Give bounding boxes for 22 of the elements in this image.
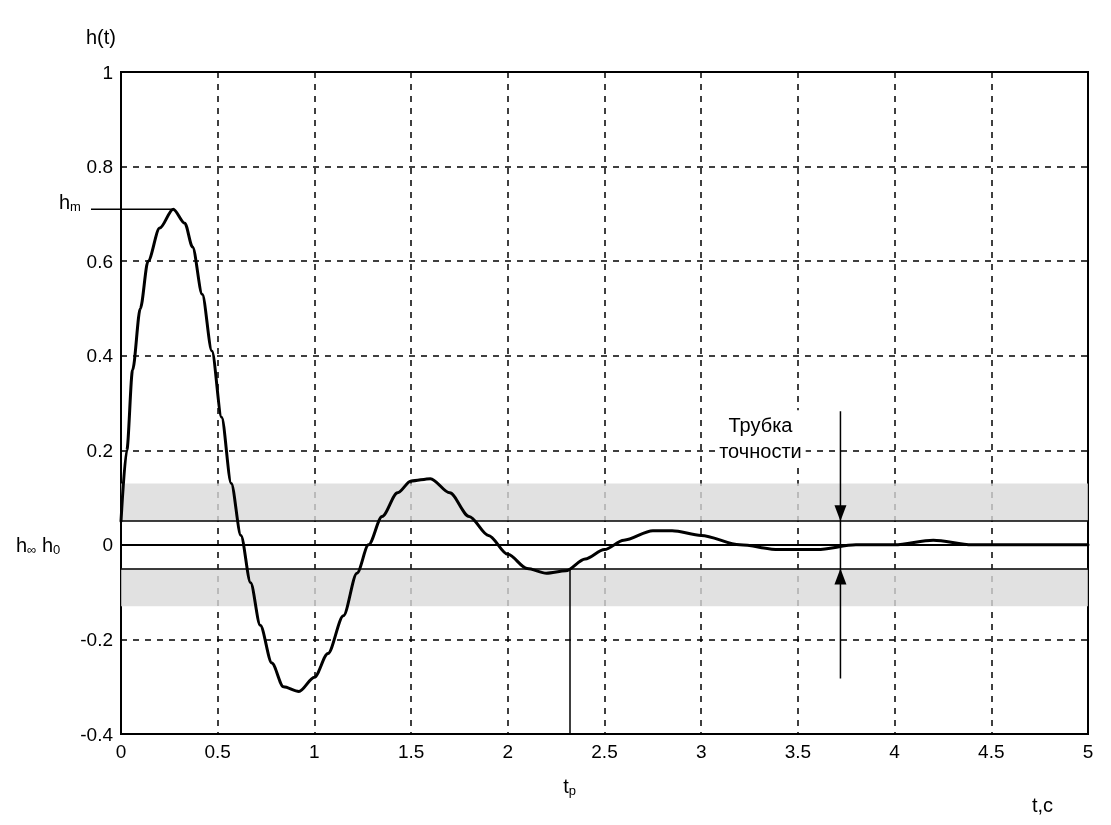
x-tick-label: 3.5 xyxy=(784,741,812,762)
x-tick-label: 5 xyxy=(1082,741,1094,762)
x-tick-label: 4 xyxy=(889,741,901,762)
x-tick-label: 0 xyxy=(115,741,127,762)
x-tick-label: 0.5 xyxy=(204,741,231,762)
x-tick-label: 2.5 xyxy=(591,741,618,762)
x-axis-title: t,c xyxy=(1031,794,1054,816)
annotation: Трубка точности xyxy=(719,414,802,463)
x-tick-label: 3 xyxy=(695,741,707,762)
x-tick-label: 1 xyxy=(309,741,320,762)
y-axis-title: h(t) xyxy=(86,26,116,48)
y-tick-label: 1 xyxy=(102,61,113,83)
y-tick-label: 0.8 xyxy=(86,156,113,178)
y-tick-label: -0.2 xyxy=(80,628,113,650)
y-tick-label: 0.2 xyxy=(86,439,113,461)
y-tick-label: -0.4 xyxy=(80,723,114,745)
y-tick-label: 0.6 xyxy=(86,250,113,272)
y-tick-label: 0 xyxy=(102,534,113,556)
x-tick-label: 1.5 xyxy=(397,741,425,762)
x-tick-label: 2 xyxy=(502,741,514,762)
y-tick-label: 0.4 xyxy=(86,345,114,367)
x-tick-label: 4.5 xyxy=(978,741,1005,762)
